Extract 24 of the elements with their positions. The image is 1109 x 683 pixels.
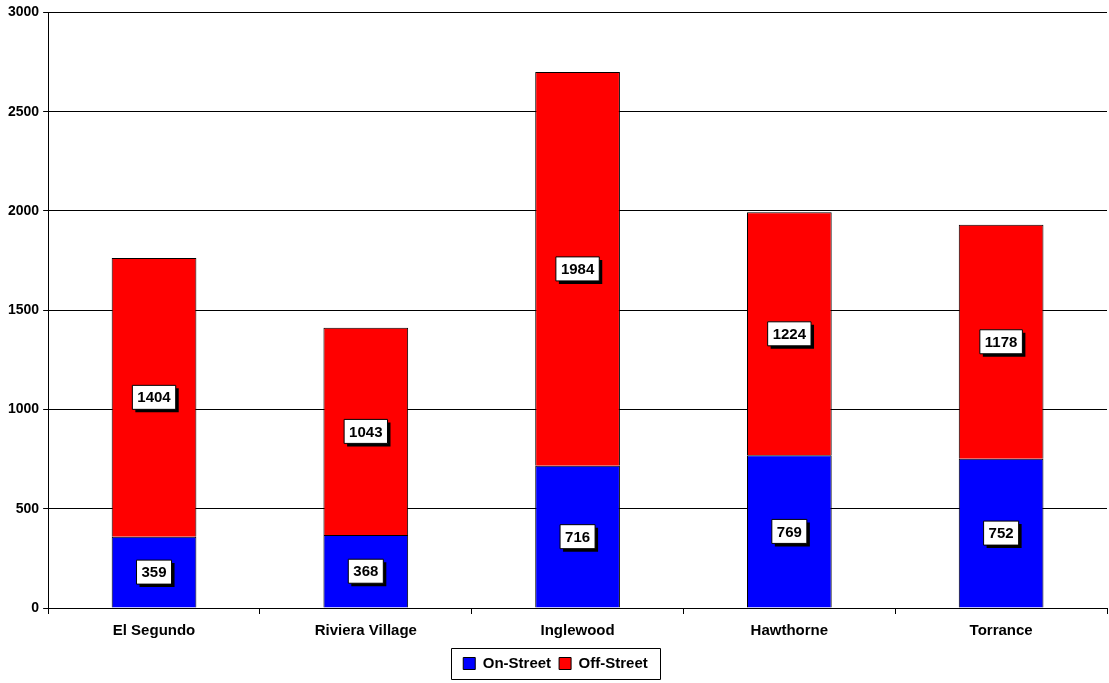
y-tick-label: 0 <box>31 598 40 615</box>
data-label: 1178 <box>984 332 1018 350</box>
legend-label: Off-Street <box>578 653 648 671</box>
x-tick-label: Hawthorne <box>750 621 829 639</box>
data-label: 752 <box>988 524 1014 542</box>
x-tick-label: Riviera Village <box>314 621 417 639</box>
y-tick-label: 2000 <box>7 201 40 218</box>
data-label: 769 <box>776 522 802 540</box>
y-tick-label: 3000 <box>7 3 40 20</box>
x-tick-label: Torrance <box>969 621 1033 639</box>
y-tick-label: 500 <box>15 499 40 516</box>
y-tick-label: 2500 <box>7 102 40 119</box>
y-tick-label: 1000 <box>7 400 40 417</box>
data-label: 1224 <box>772 324 807 342</box>
x-tick-label: El Segundo <box>112 621 196 639</box>
legend-label: On-Street <box>482 653 552 671</box>
data-label: 368 <box>353 562 379 580</box>
data-label: 1043 <box>349 422 383 440</box>
data-label: 359 <box>141 563 167 581</box>
data-label: 1984 <box>560 260 595 278</box>
x-tick-label: Inglewood <box>540 621 615 639</box>
data-label: 716 <box>565 527 591 545</box>
y-tick-label: 1500 <box>7 301 40 318</box>
data-label: 1404 <box>137 388 172 406</box>
